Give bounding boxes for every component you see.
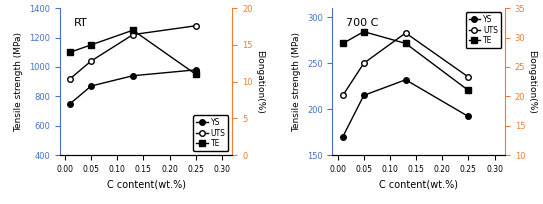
Y-axis label: Elongation(%): Elongation(%) bbox=[255, 50, 264, 114]
Line: YS: YS bbox=[67, 67, 199, 106]
Y-axis label: Elongation(%): Elongation(%) bbox=[527, 50, 536, 114]
UTS bbox=[361, 62, 367, 64]
Line: UTS: UTS bbox=[340, 30, 471, 98]
UTS bbox=[192, 24, 199, 27]
TE bbox=[339, 42, 346, 45]
YS bbox=[465, 115, 472, 118]
Line: YS: YS bbox=[340, 77, 471, 140]
YS bbox=[88, 85, 94, 87]
YS bbox=[67, 102, 73, 105]
UTS bbox=[339, 94, 346, 96]
TE bbox=[192, 73, 199, 75]
Text: RT: RT bbox=[73, 18, 87, 28]
X-axis label: C content(wt.%): C content(wt.%) bbox=[106, 179, 186, 189]
Line: TE: TE bbox=[340, 29, 471, 93]
Legend: YS, UTS, TE: YS, UTS, TE bbox=[466, 12, 501, 48]
TE bbox=[88, 44, 94, 46]
TE bbox=[402, 42, 409, 45]
YS bbox=[339, 135, 346, 138]
Line: UTS: UTS bbox=[67, 23, 199, 81]
TE bbox=[67, 51, 73, 53]
YS bbox=[130, 74, 136, 77]
Legend: YS, UTS, TE: YS, UTS, TE bbox=[193, 115, 229, 151]
Y-axis label: Tensile strength (MPa): Tensile strength (MPa) bbox=[292, 32, 301, 132]
YS bbox=[361, 94, 367, 96]
UTS bbox=[402, 32, 409, 34]
UTS bbox=[465, 76, 472, 78]
Line: TE: TE bbox=[67, 27, 199, 77]
Text: 700 C: 700 C bbox=[346, 18, 378, 28]
Y-axis label: Tensile strength (MPa): Tensile strength (MPa) bbox=[15, 32, 23, 132]
YS bbox=[192, 69, 199, 71]
YS bbox=[402, 79, 409, 81]
UTS bbox=[67, 78, 73, 80]
TE bbox=[361, 30, 367, 33]
X-axis label: C content(wt.%): C content(wt.%) bbox=[379, 179, 458, 189]
UTS bbox=[88, 60, 94, 62]
TE bbox=[465, 89, 472, 92]
TE bbox=[130, 29, 136, 31]
UTS bbox=[130, 33, 136, 36]
